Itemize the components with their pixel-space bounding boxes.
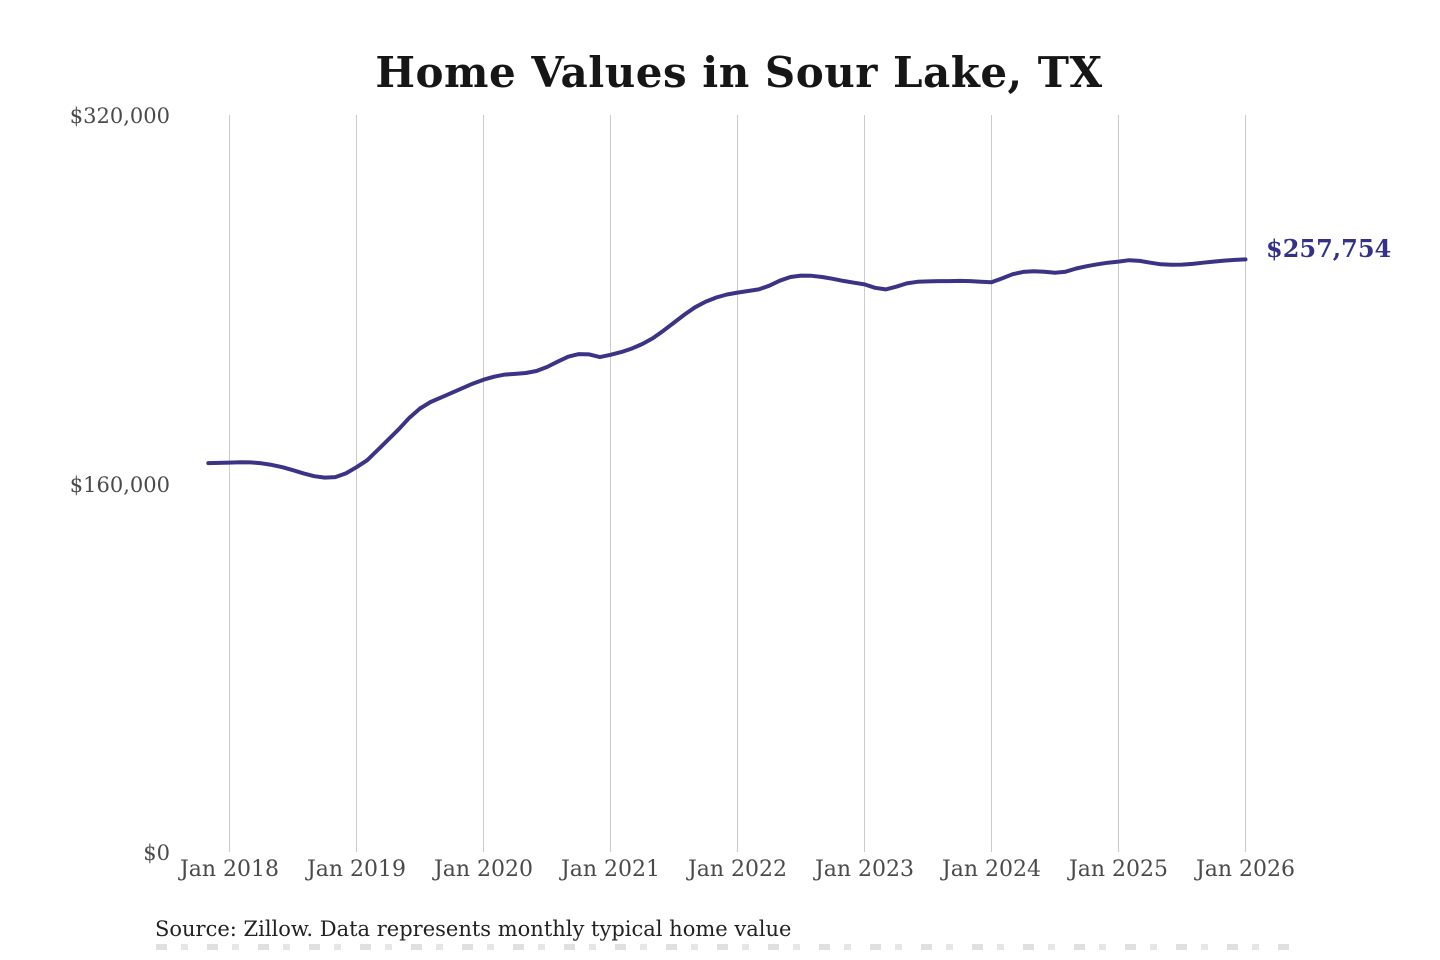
- source-note: Source: Zillow. Data represents monthly …: [155, 917, 792, 941]
- x-tick-label: Jan 2024: [941, 857, 1042, 882]
- x-tick-label: Jan 2018: [179, 857, 280, 882]
- y-tick-label-160000: $160,000: [69, 473, 170, 497]
- chart-title: Home Values in Sour Lake, TX: [375, 48, 1103, 97]
- end-value-label: $257,754: [1266, 234, 1392, 263]
- x-tick-label: Jan 2025: [1068, 857, 1169, 882]
- x-tick-label: Jan 2021: [560, 857, 661, 882]
- home-value-line: [206, 257, 1248, 480]
- gridlines-group: [229, 115, 1246, 852]
- y-tick-label-320000: $320,000: [69, 104, 170, 128]
- x-tick-label: Jan 2019: [306, 857, 407, 882]
- x-tick-label: Jan 2020: [433, 857, 534, 882]
- clipped-text-remnant: [156, 944, 1291, 950]
- x-tick-label: Jan 2023: [814, 857, 915, 882]
- x-tick-label: Jan 2026: [1195, 857, 1296, 882]
- y-tick-label-0: $0: [143, 841, 170, 865]
- x-tick-label: Jan 2022: [687, 857, 788, 882]
